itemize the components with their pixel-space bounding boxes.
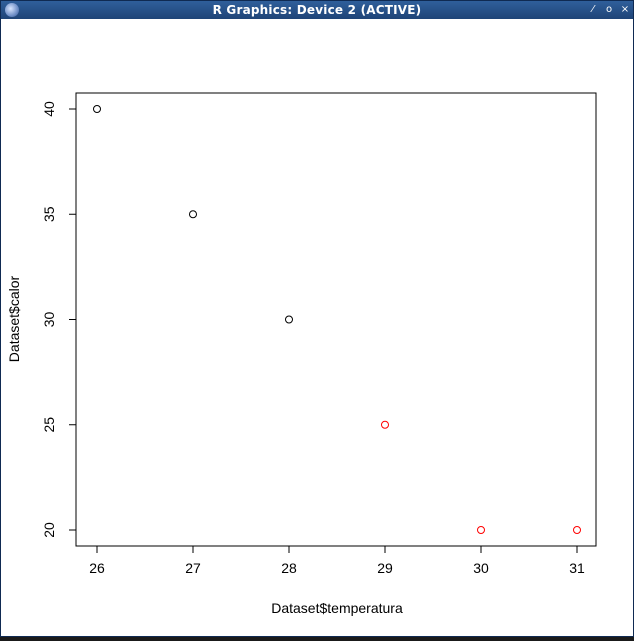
plot-frame [75,92,597,547]
minimize-icon[interactable]: ⁄ [592,4,594,15]
x-axis-label: Dataset$temperatura [271,600,403,616]
window-title: R Graphics: Device 2 (ACTIVE) [212,3,422,17]
x-tick-label: 27 [185,560,201,576]
plot-area: 26 27 28 29 30 31 20 25 30 35 40 Dataset$temperat… [1,19,633,636]
y-axis-label: Dataset$calor [6,275,22,362]
data-point [381,420,389,429]
data-point [573,526,581,534]
x-tick-label: 28 [281,560,297,576]
x-tick-label: 29 [377,560,393,576]
x-tick-label: 26 [89,560,105,576]
x-tick-label: 30 [473,560,489,576]
y-tick-label: 25 [41,417,57,433]
y-tick-label: 35 [41,206,57,222]
data-point [93,105,101,113]
title-bar[interactable]: R Graphics: Device 2 (ACTIVE) ⁄ o × [1,1,633,19]
data-point [477,526,485,534]
close-icon[interactable]: × [620,4,630,15]
y-tick-label: 40 [41,101,57,117]
maximize-icon[interactable]: o [605,4,613,15]
y-axis: 20 25 30 35 40 [41,101,77,538]
r-logo-icon[interactable] [5,3,19,17]
data-points [93,105,581,534]
data-point [285,315,293,324]
y-tick-label: 20 [41,522,57,538]
y-tick-label: 30 [41,312,57,328]
data-point [189,210,197,219]
x-axis: 26 27 28 29 30 31 [89,545,585,576]
scatter-chart: 26 27 28 29 30 31 20 25 30 35 40 Dataset$temperat… [6,92,597,616]
x-tick-label: 31 [569,560,585,576]
